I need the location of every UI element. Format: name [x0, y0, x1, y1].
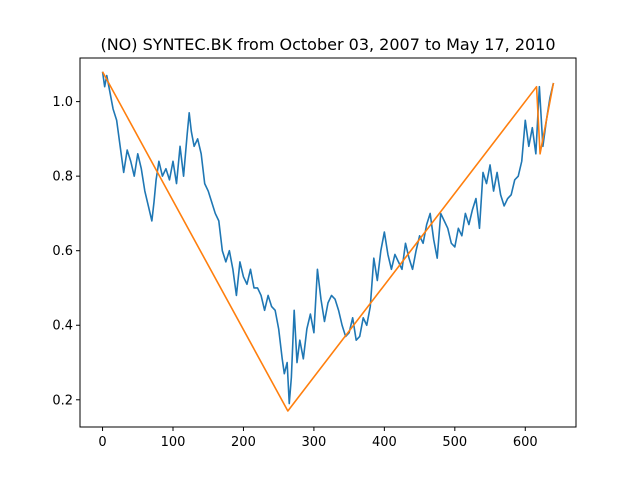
x-tick-label: 300: [301, 435, 326, 450]
y-tick-label: 0.8: [52, 170, 73, 185]
y-tick-label: 0.2: [52, 393, 73, 408]
y-tick-label: 0.4: [52, 319, 73, 334]
x-tick-label: 200: [231, 435, 256, 450]
chart-title: (NO) SYNTEC.BK from October 03, 2007 to …: [100, 35, 555, 54]
y-tick-label: 1.0: [52, 95, 73, 110]
x-tick-label: 600: [513, 435, 538, 450]
x-tick-label: 400: [372, 435, 397, 450]
plot-frame: [79, 57, 577, 428]
y-tick-label: 0.6: [52, 244, 73, 259]
x-tick-label: 0: [98, 435, 106, 450]
series-line-1: [101, 71, 555, 405]
series-line-2: [101, 71, 555, 412]
x-tick-label: 100: [161, 435, 186, 450]
x-tick-label: 500: [442, 435, 467, 450]
